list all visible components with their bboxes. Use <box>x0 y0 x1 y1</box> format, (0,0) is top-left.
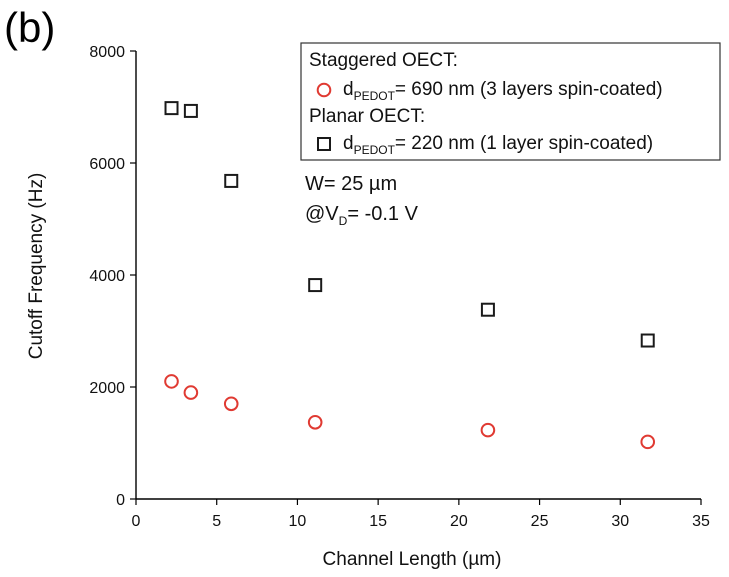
x-tick-label-15: 15 <box>369 513 387 530</box>
x-tick-label-5: 5 <box>212 513 221 530</box>
planar-point-1 <box>164 101 179 116</box>
x-tick-label-25: 25 <box>531 513 549 530</box>
legend-marker-planar <box>317 137 331 151</box>
staggered-point-6 <box>640 434 656 450</box>
legend-label-staggered-main: d <box>343 79 354 100</box>
legend-heading-planar: Planar OECT: <box>309 106 425 127</box>
x-tick-label-20: 20 <box>450 513 468 530</box>
drain-voltage-subscript: D <box>339 214 348 228</box>
planar-oect-series <box>164 101 655 348</box>
drain-voltage-annotation: @VD= -0.1 V <box>305 203 419 228</box>
y-tick-label-6000: 6000 <box>89 156 125 173</box>
staggered-point-5 <box>480 422 496 438</box>
figure-label: (b) <box>4 4 55 51</box>
channel-width-annotation: W= 25 µm <box>305 173 397 195</box>
plot-axes: 0 5 10 15 20 25 30 35 0 2000 4000 6000 8000 <box>89 44 710 530</box>
legend-label-staggered-subscript: PEDOT <box>354 89 396 103</box>
staggered-point-1 <box>164 374 179 389</box>
planar-point-2 <box>183 103 198 118</box>
staggered-oect-series <box>164 374 656 450</box>
drain-voltage-prefix: @V <box>305 203 339 225</box>
y-tick-label-4000: 4000 <box>89 268 125 285</box>
drain-voltage-value: = -0.1 V <box>347 203 418 225</box>
legend-label-planar: dPEDOT= 220 nm (1 layer spin-coated) <box>343 133 653 157</box>
x-tick-label-10: 10 <box>289 513 307 530</box>
y-tick-label-8000: 8000 <box>89 44 125 61</box>
legend-label-planar-main: d <box>343 133 354 154</box>
y-axis-ticks: 0 2000 4000 6000 8000 <box>89 44 136 509</box>
planar-point-6 <box>640 333 655 348</box>
legend-box <box>300 42 721 161</box>
planar-point-4 <box>308 278 323 293</box>
planar-point-5 <box>480 302 495 317</box>
legend-label-staggered-rest: = 690 nm (3 layers spin-coated) <box>395 79 663 100</box>
x-axis-ticks: 0 5 10 15 20 25 30 35 <box>132 499 710 530</box>
staggered-point-3 <box>223 396 239 412</box>
x-tick-label-0: 0 <box>132 513 141 530</box>
y-tick-label-2000: 2000 <box>89 380 125 397</box>
legend-label-planar-rest: = 220 nm (1 layer spin-coated) <box>395 133 653 154</box>
x-axis-title: Channel Length (µm) <box>323 549 502 570</box>
staggered-point-2 <box>183 385 199 400</box>
y-axis-title: Cutoff Frequency (Hz) <box>26 173 47 360</box>
annotation-block: W= 25 µm @VD= -0.1 V <box>305 173 419 228</box>
x-tick-label-30: 30 <box>611 513 629 530</box>
x-tick-label-35: 35 <box>692 513 710 530</box>
y-tick-label-0: 0 <box>116 492 125 509</box>
legend-label-planar-subscript: PEDOT <box>354 143 396 157</box>
legend-marker-staggered <box>316 82 332 98</box>
planar-point-3 <box>224 173 239 188</box>
legend: Staggered OECT: dPEDOT= 690 nm (3 layers… <box>300 42 721 161</box>
legend-heading-staggered: Staggered OECT: <box>309 50 458 71</box>
legend-label-staggered: dPEDOT= 690 nm (3 layers spin-coated) <box>343 79 663 103</box>
staggered-point-4 <box>307 414 323 430</box>
